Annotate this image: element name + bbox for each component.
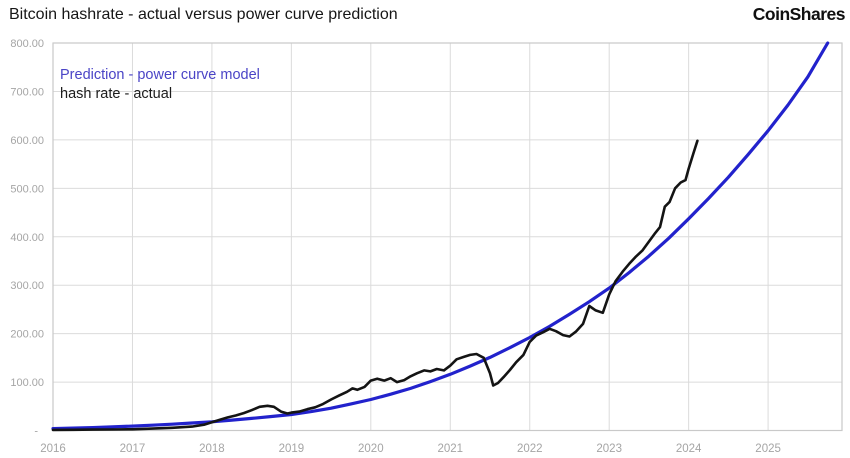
x-tick-label: 2017 [120,443,146,455]
x-tick-label: 2025 [755,443,781,455]
legend-prediction-label: Prediction - power curve model [60,67,260,83]
y-tick-label: 200.00 [10,329,44,341]
y-tick-label: - [34,426,38,438]
x-tick-label: 2020 [358,443,384,455]
prediction-line [51,41,830,431]
y-tick-label: 700.00 [10,86,44,98]
y-tick-label: 100.00 [10,377,44,389]
x-tick-label: 2018 [199,443,225,455]
x-tick-label: 2016 [40,443,66,455]
y-tick-label: 800.00 [10,38,44,50]
x-tick-label: 2022 [517,443,543,455]
y-tick-label: 300.00 [10,280,44,292]
y-tick-label: 600.00 [10,135,44,147]
plot-border [52,42,843,432]
x-tick-label: 2023 [596,443,622,455]
legend-actual-label: hash rate - actual [60,86,173,102]
y-tick-label: 500.00 [10,183,44,195]
x-tick-label: 2024 [676,443,702,455]
actual-line [51,139,699,432]
coinshares-logo: CoinShares [752,4,846,24]
page-title: Bitcoin hashrate - actual versus power c… [9,6,398,23]
x-tick-label: 2021 [437,443,463,455]
x-tick-label: 2019 [279,443,305,455]
y-tick-label: 400.00 [10,232,44,244]
chart-legend: Prediction - power curve model hash rate… [60,66,260,104]
